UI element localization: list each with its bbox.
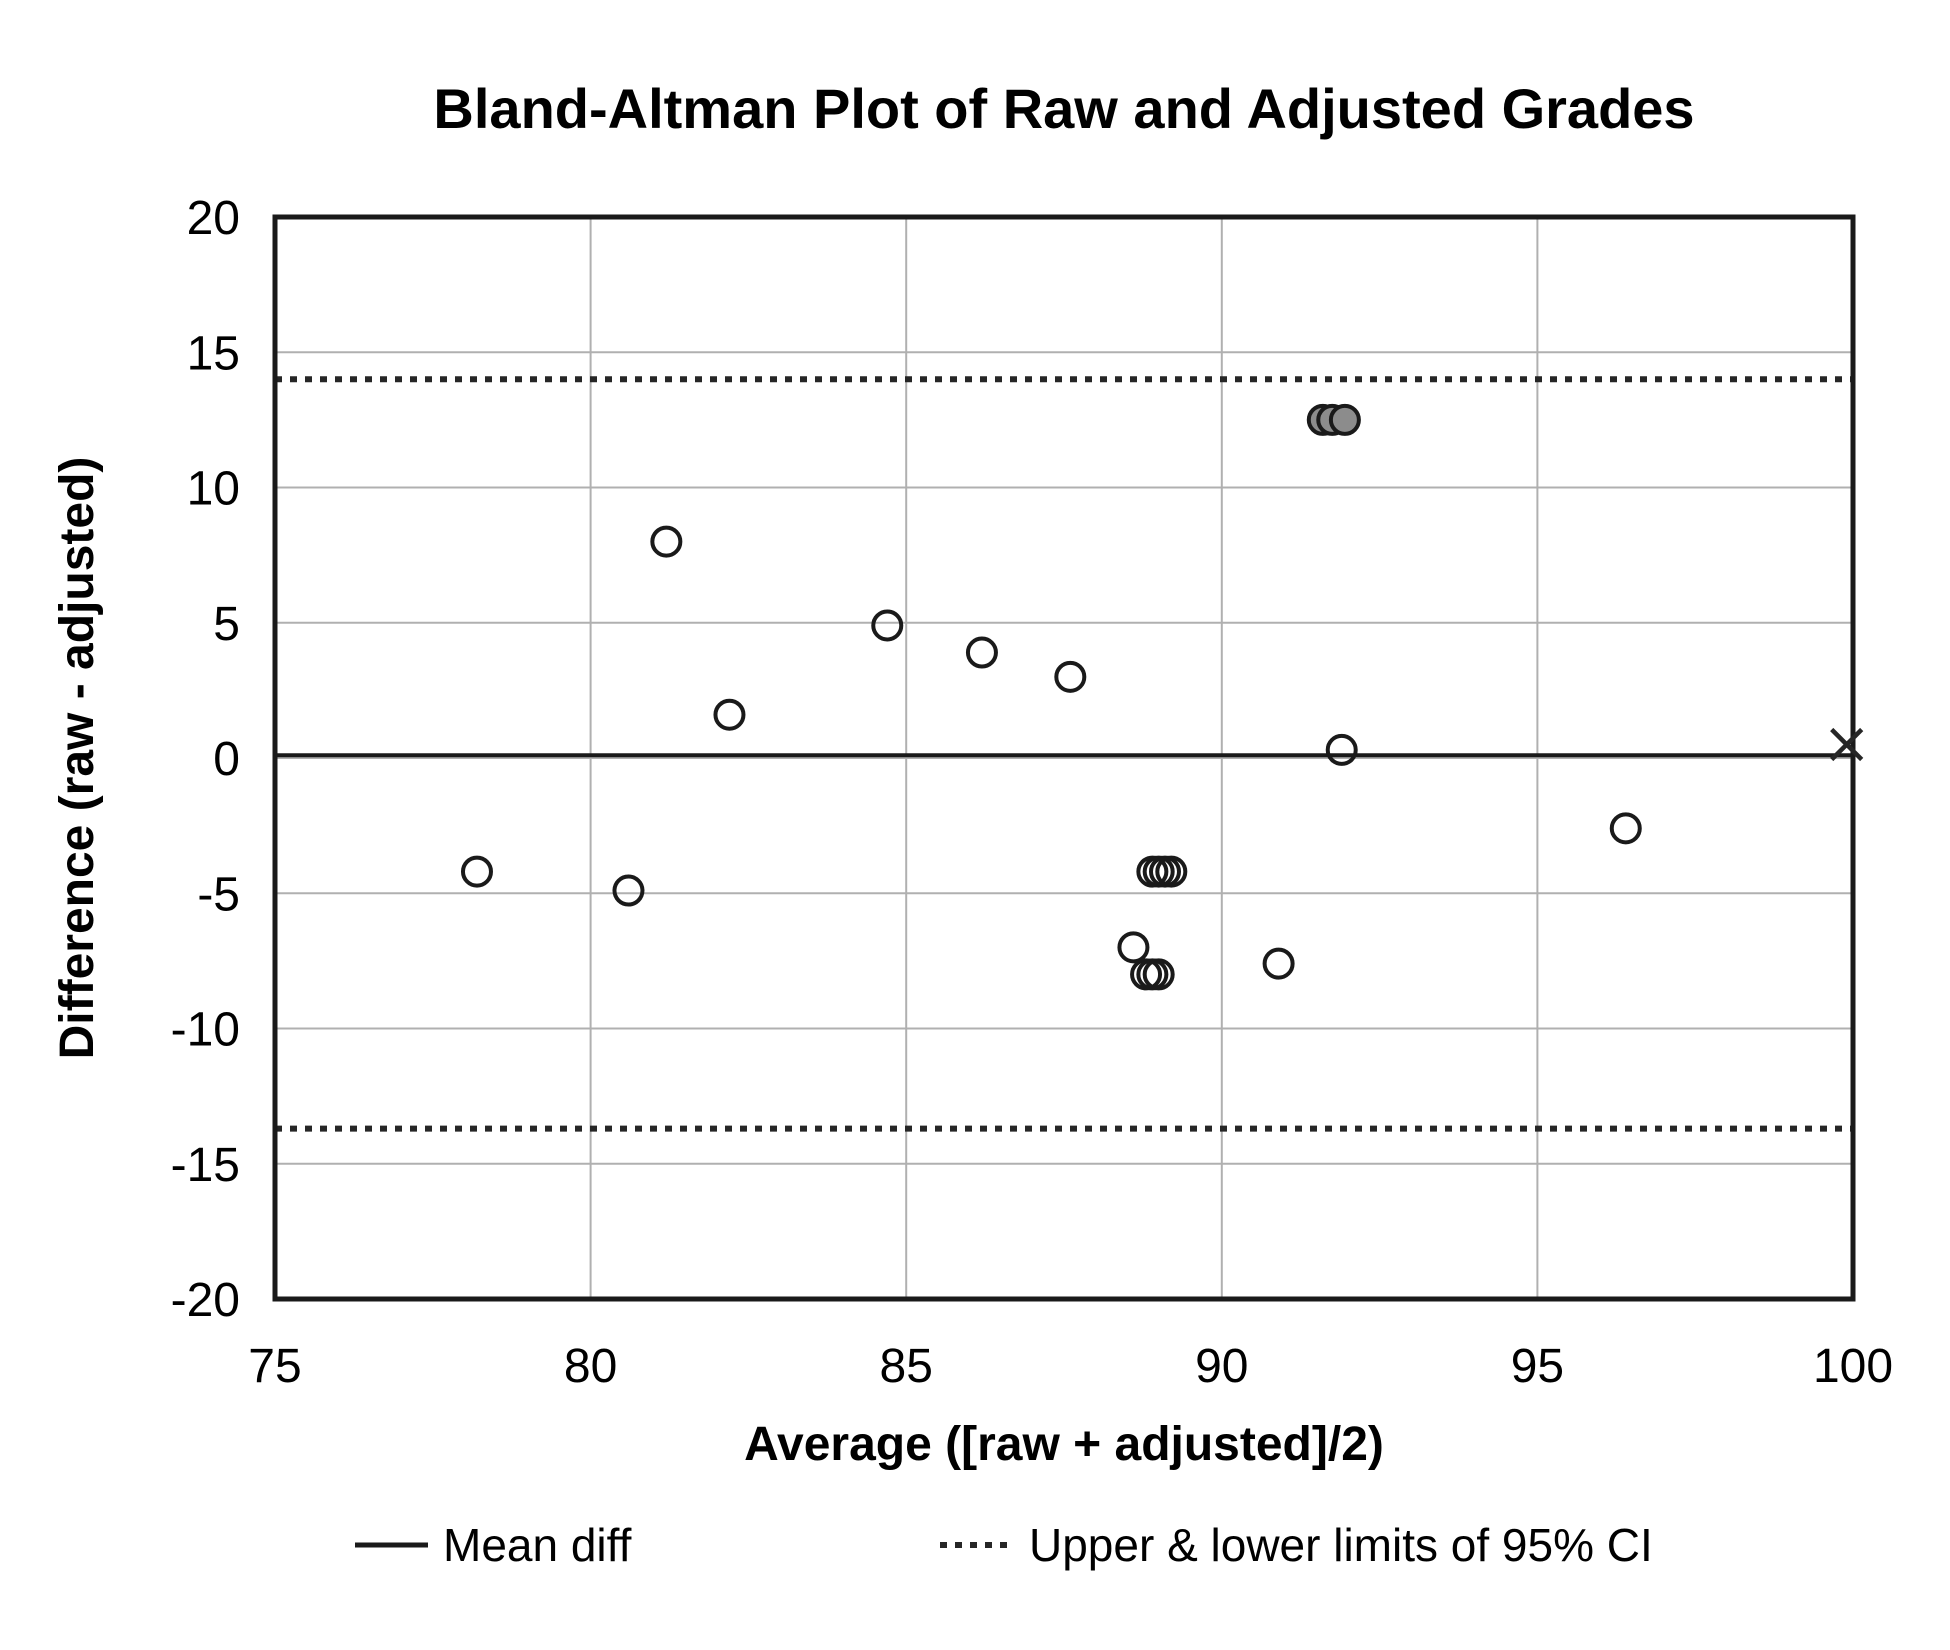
open-circle-marker bbox=[965, 636, 998, 669]
open-circle-marker bbox=[1609, 812, 1642, 845]
open-circle-marker bbox=[713, 698, 746, 731]
open-circle-marker bbox=[1262, 947, 1295, 980]
legend-item-ci-limits: Upper & lower limits of 95% CI bbox=[940, 1519, 1653, 1571]
open-circle-marker bbox=[1325, 733, 1358, 766]
legend-label-ci-limits: Upper & lower limits of 95% CI bbox=[1029, 1519, 1653, 1571]
y-tick-labels: -20 -15 -10 -5 0 5 10 15 20 bbox=[171, 192, 240, 1327]
filled-circle-marker bbox=[1328, 403, 1361, 436]
x-tick-label: 75 bbox=[248, 1340, 301, 1393]
open-circle-marker bbox=[460, 855, 493, 888]
y-tick-label: -15 bbox=[171, 1139, 240, 1192]
x-tick-label: 85 bbox=[880, 1340, 933, 1393]
y-tick-label: 15 bbox=[187, 327, 240, 380]
x-tick-label: 90 bbox=[1195, 1340, 1248, 1393]
y-tick-label: 20 bbox=[187, 192, 240, 245]
y-tick-label: 5 bbox=[213, 598, 240, 651]
open-circle-marker bbox=[1155, 855, 1188, 888]
chart-title: Bland-Altman Plot of Raw and Adjusted Gr… bbox=[433, 77, 1694, 140]
legend: Mean diff Upper & lower limits of 95% CI bbox=[355, 1519, 1653, 1571]
y-axis-title: Difference (raw - adjusted) bbox=[51, 457, 104, 1060]
data-points bbox=[460, 403, 1864, 991]
x-tick-label: 95 bbox=[1511, 1340, 1564, 1393]
x-tick-label: 80 bbox=[564, 1340, 617, 1393]
x-axis-title: Average ([raw + adjusted]/2) bbox=[744, 1418, 1384, 1471]
open-circle-marker bbox=[1117, 931, 1150, 964]
legend-label-mean-diff: Mean diff bbox=[443, 1519, 632, 1571]
legend-item-mean-diff: Mean diff bbox=[355, 1519, 632, 1571]
y-tick-label: -5 bbox=[197, 868, 240, 921]
open-circle-marker bbox=[612, 874, 645, 907]
gridlines bbox=[275, 217, 1853, 1299]
reference-lines bbox=[275, 376, 1853, 1132]
y-tick-label: 0 bbox=[213, 733, 240, 786]
open-circle-marker bbox=[1054, 660, 1087, 693]
x-marker bbox=[1830, 727, 1864, 762]
open-circle-marker bbox=[871, 609, 904, 642]
y-tick-label: -20 bbox=[171, 1274, 240, 1327]
plot-border bbox=[272, 214, 1856, 1302]
open-circle-marker bbox=[1142, 958, 1175, 991]
open-circle-marker bbox=[1136, 958, 1169, 991]
x-tick-label: 100 bbox=[1813, 1340, 1893, 1393]
y-tick-label: 10 bbox=[187, 463, 240, 516]
open-circle-marker bbox=[650, 525, 683, 558]
y-tick-label: -10 bbox=[171, 1004, 240, 1057]
x-tick-labels: 75 80 85 90 95 100 bbox=[248, 1340, 1893, 1393]
